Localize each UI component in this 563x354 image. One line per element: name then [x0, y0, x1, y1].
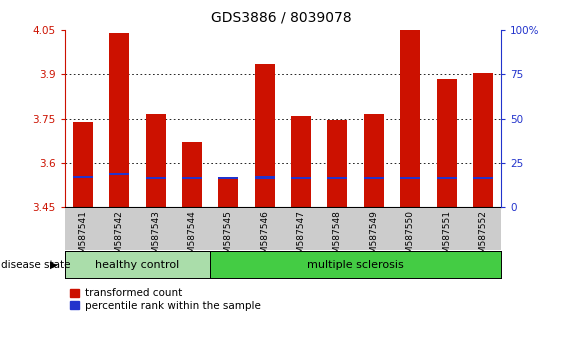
Bar [182, 177, 202, 179]
Bar [218, 179, 238, 207]
Bar [364, 114, 384, 207]
Bar [328, 177, 347, 179]
Text: GSM587551: GSM587551 [442, 210, 451, 265]
FancyBboxPatch shape [210, 251, 501, 278]
Bar [73, 121, 93, 207]
Text: GSM587541: GSM587541 [78, 210, 87, 265]
Bar [291, 177, 311, 179]
Bar [218, 177, 238, 179]
Bar [436, 79, 457, 207]
Bar [473, 177, 493, 179]
Text: GSM587542: GSM587542 [115, 210, 124, 265]
Bar [400, 177, 420, 179]
Text: GSM587543: GSM587543 [151, 210, 160, 265]
Legend: transformed count, percentile rank within the sample: transformed count, percentile rank withi… [70, 289, 261, 311]
FancyBboxPatch shape [65, 251, 210, 278]
Bar [291, 116, 311, 207]
Bar [109, 33, 129, 207]
Bar [146, 114, 166, 207]
Bar [328, 120, 347, 207]
Bar [436, 177, 457, 179]
Text: GSM587544: GSM587544 [187, 210, 196, 265]
Bar [146, 177, 166, 179]
Text: GSM587550: GSM587550 [406, 210, 415, 265]
Text: ▶: ▶ [50, 260, 57, 270]
Text: disease state: disease state [1, 260, 70, 270]
Text: GSM587549: GSM587549 [369, 210, 378, 265]
Bar [182, 142, 202, 207]
Bar [109, 173, 129, 175]
Bar [254, 64, 275, 207]
Bar [73, 176, 93, 178]
Text: GSM587545: GSM587545 [224, 210, 233, 265]
Text: GSM587548: GSM587548 [333, 210, 342, 265]
Bar [254, 176, 275, 179]
Bar [400, 30, 420, 207]
Text: GSM587546: GSM587546 [260, 210, 269, 265]
Text: healthy control: healthy control [95, 259, 180, 270]
Text: GSM587552: GSM587552 [479, 210, 488, 265]
Bar [364, 177, 384, 179]
Text: GSM587547: GSM587547 [297, 210, 306, 265]
Bar [473, 73, 493, 207]
Text: GDS3886 / 8039078: GDS3886 / 8039078 [211, 11, 352, 25]
Text: multiple sclerosis: multiple sclerosis [307, 259, 404, 270]
